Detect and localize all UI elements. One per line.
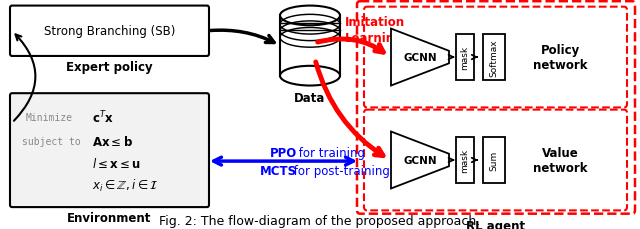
FancyBboxPatch shape (364, 8, 627, 108)
Bar (456, 137, 474, 183)
Bar (483, 35, 505, 81)
Text: Expert policy: Expert policy (66, 61, 153, 74)
Text: mask: mask (461, 148, 470, 172)
FancyBboxPatch shape (10, 94, 209, 207)
Text: GCNN: GCNN (403, 53, 437, 63)
Text: $\mathbf{c}^T\mathbf{x}$: $\mathbf{c}^T\mathbf{x}$ (92, 109, 114, 126)
Text: RL agent: RL agent (467, 219, 525, 229)
Text: Minimize: Minimize (26, 113, 73, 123)
Text: for training: for training (295, 146, 365, 159)
Polygon shape (280, 16, 340, 76)
Text: Policy
network: Policy network (532, 44, 588, 72)
Text: PPO: PPO (270, 146, 297, 159)
FancyBboxPatch shape (10, 7, 209, 57)
Text: for post-training: for post-training (290, 165, 390, 178)
Text: Imitation
Learning: Imitation Learning (345, 16, 405, 45)
Text: MCTS: MCTS (260, 165, 297, 178)
Text: GCNN: GCNN (403, 155, 437, 165)
FancyBboxPatch shape (364, 110, 627, 210)
Text: Environment: Environment (67, 212, 152, 224)
Polygon shape (391, 30, 449, 86)
Text: Fig. 2: The flow-diagram of the proposed approach.: Fig. 2: The flow-diagram of the proposed… (159, 214, 481, 227)
Text: $l\leq\mathbf{x}\leq\mathbf{u}$: $l\leq\mathbf{x}\leq\mathbf{u}$ (92, 157, 141, 171)
Text: Data: Data (294, 92, 326, 105)
Ellipse shape (280, 7, 340, 26)
Text: mask: mask (461, 46, 470, 70)
Text: Softmax: Softmax (490, 39, 499, 76)
Ellipse shape (280, 66, 340, 86)
Text: subject to: subject to (22, 137, 81, 147)
FancyBboxPatch shape (357, 2, 635, 214)
Text: $\mathbf{Ax}\leq\mathbf{b}$: $\mathbf{Ax}\leq\mathbf{b}$ (92, 135, 133, 149)
Text: Strong Branching (SB): Strong Branching (SB) (44, 25, 175, 38)
Text: Value
network: Value network (532, 146, 588, 174)
Text: $x_i\in\mathbb{Z},i\in\mathcal{I}$: $x_i\in\mathbb{Z},i\in\mathcal{I}$ (92, 177, 159, 194)
Bar (456, 35, 474, 81)
Polygon shape (391, 132, 449, 189)
Text: Sum: Sum (490, 150, 499, 170)
Bar (483, 137, 505, 183)
